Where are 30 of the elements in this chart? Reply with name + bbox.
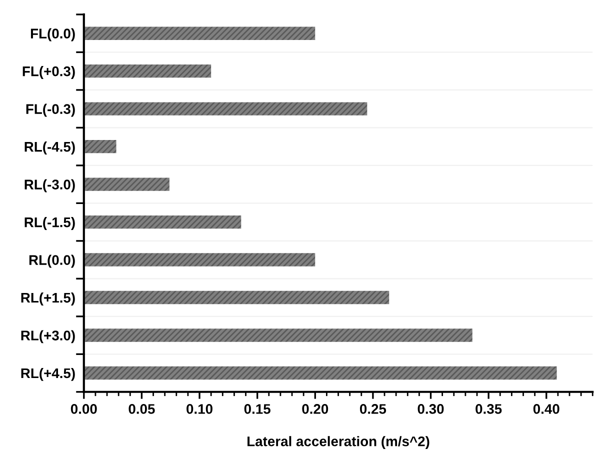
x-axis-title: Lateral acceleration (m/s^2): [248, 436, 430, 450]
bar: [84, 290, 390, 304]
bar: [84, 178, 170, 191]
bar: [84, 26, 316, 40]
bar: [84, 140, 116, 154]
y-tick-label: FL(-0.3): [26, 104, 75, 117]
x-tick-label: 0.00: [70, 404, 97, 414]
y-tick-label: RL(+4.5): [21, 368, 75, 381]
bar: [84, 366, 557, 380]
y-tick-label: FL(0.0): [30, 28, 75, 42]
y-tick-label: FL(+0.3): [22, 66, 75, 79]
x-tick-label: 0.15: [244, 404, 270, 414]
x-tick-label: 0.10: [186, 404, 212, 414]
y-tick-label: RL(-4.5): [24, 142, 75, 154]
bar: [84, 64, 212, 78]
bar: [84, 215, 242, 229]
y-tick-label: RL(+3.0): [21, 330, 75, 344]
bar: [84, 328, 472, 342]
bar: [84, 253, 316, 266]
x-tick-label: 0.35: [476, 404, 502, 414]
x-tick-label: 0.25: [360, 404, 386, 414]
x-tick-label: 0.20: [302, 404, 328, 414]
bar: [84, 102, 368, 116]
x-tick-label: 0.30: [418, 404, 444, 414]
x-tick-label: 0.40: [533, 404, 560, 414]
y-tick-label: RL(0.0): [29, 254, 75, 268]
x-tick-label: 0.05: [128, 404, 155, 414]
y-tick-label: RL(-1.5): [24, 217, 75, 230]
y-tick-label: RL(-3.0): [24, 179, 75, 192]
y-tick-label: RL(+1.5): [21, 292, 75, 306]
